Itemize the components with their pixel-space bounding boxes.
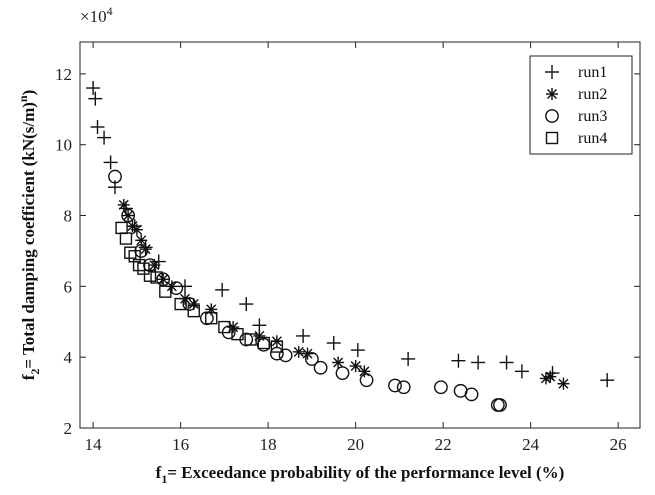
run4-point xyxy=(231,327,244,341)
run3-point xyxy=(108,169,122,184)
run4-point xyxy=(132,258,146,272)
run1-point xyxy=(350,343,365,358)
run4-point xyxy=(270,340,284,353)
y-tick-label: 10 xyxy=(55,136,72,155)
run1-point xyxy=(499,355,514,370)
legend-marker-run3 xyxy=(545,109,559,123)
run1-point xyxy=(600,373,615,388)
y-multiplier-exponent: 4 xyxy=(107,4,113,18)
run1-point xyxy=(296,328,311,343)
run2-point xyxy=(544,370,557,383)
run4-point xyxy=(143,269,157,282)
run2-point xyxy=(122,209,135,222)
x-tick-label: 14 xyxy=(85,435,103,454)
run1-point xyxy=(471,355,486,370)
run4-point xyxy=(128,250,141,263)
y-tick-label: 12 xyxy=(55,65,72,84)
run3-point xyxy=(143,258,157,273)
run4-point xyxy=(115,221,128,235)
run1-point xyxy=(97,130,112,145)
run3-point xyxy=(434,380,448,395)
run4-point xyxy=(205,312,218,325)
run3-point xyxy=(304,352,319,366)
x-axis-label: f1= Exceedance probability of the perfor… xyxy=(156,463,565,486)
y-axis-multiplier: ×104 xyxy=(80,4,113,26)
legend-marker-run2 xyxy=(546,88,558,100)
run2-point xyxy=(130,223,143,236)
run2-point xyxy=(332,356,345,369)
run1-point xyxy=(86,81,101,96)
run4-point xyxy=(124,246,137,259)
run3-point xyxy=(269,346,284,361)
run4-point xyxy=(137,262,150,275)
run3-point xyxy=(169,281,184,296)
legend-marker-run1 xyxy=(545,65,559,79)
legend-label-run2: run2 xyxy=(578,86,607,103)
run3-point xyxy=(182,297,197,311)
y-tick-label: 6 xyxy=(64,277,73,296)
y-axis-label: f2= Total damping coefficient (kN(s/m)n) xyxy=(16,90,42,381)
legend-label-run1: run1 xyxy=(578,64,607,81)
run4-point xyxy=(119,232,133,245)
legend-label-run4: run4 xyxy=(578,130,607,147)
data-markers xyxy=(86,81,615,412)
run2-point xyxy=(117,198,130,211)
run1-point xyxy=(90,119,105,134)
run1-point xyxy=(215,282,230,297)
legend-label-run3: run3 xyxy=(578,108,607,125)
run2-point xyxy=(557,377,570,390)
x-tick-label: 26 xyxy=(610,435,627,454)
run1-point xyxy=(401,351,416,366)
legend-marker-run4 xyxy=(545,131,559,145)
run1-point xyxy=(451,353,466,368)
run3-point xyxy=(313,360,328,375)
run3-point xyxy=(388,378,402,393)
series-run4 xyxy=(115,221,284,353)
run2-point xyxy=(292,345,305,358)
run4-point xyxy=(150,271,163,284)
run3-point xyxy=(121,208,136,223)
series-run2 xyxy=(117,198,570,390)
run3-point xyxy=(396,380,411,395)
run1-point xyxy=(545,366,560,381)
y-tick-label: 2 xyxy=(64,419,73,438)
run1-point xyxy=(326,336,341,351)
run2-point xyxy=(139,243,152,256)
run2-point xyxy=(157,273,170,286)
y-tick-label: 4 xyxy=(64,348,73,367)
series-run3 xyxy=(108,169,507,412)
run2-point xyxy=(349,360,362,373)
y-multiplier-base: ×10 xyxy=(80,7,107,26)
legend: run1 run2 run3 run4 xyxy=(529,55,633,155)
run4-point xyxy=(159,285,172,298)
run3-point xyxy=(464,387,479,402)
run2-point xyxy=(358,365,371,378)
run4-point xyxy=(174,297,187,311)
run3-point xyxy=(493,398,507,412)
run1-point xyxy=(103,155,118,170)
plot-frame xyxy=(79,41,641,429)
run4-point xyxy=(244,333,257,346)
run1-point xyxy=(88,91,103,106)
x-tick-label: 24 xyxy=(522,435,540,454)
x-tick-label: 20 xyxy=(347,435,364,454)
x-tick-label: 16 xyxy=(172,435,189,454)
run3-point xyxy=(278,348,293,363)
run4-point xyxy=(257,336,270,350)
run1-point xyxy=(178,279,192,294)
x-tick-label: 18 xyxy=(260,435,277,454)
run1-point xyxy=(239,297,254,312)
run3-point xyxy=(335,366,350,381)
x-tick-label: 22 xyxy=(435,435,452,454)
run4-point xyxy=(218,320,231,334)
run1-point xyxy=(514,364,529,379)
run3-point xyxy=(359,373,374,388)
run4-point xyxy=(187,304,200,318)
y-tick-label: 8 xyxy=(64,207,73,226)
